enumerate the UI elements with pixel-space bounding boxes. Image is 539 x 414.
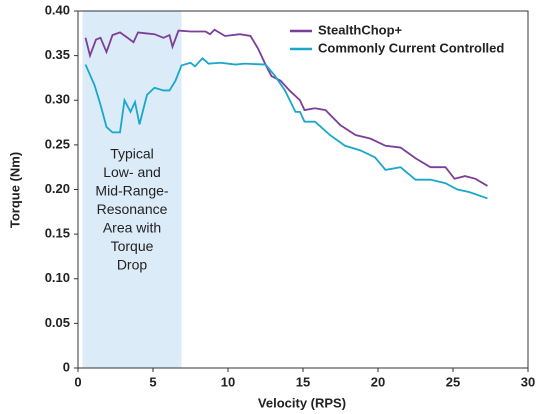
x-tick-label: 20 [371,374,385,389]
annotation-line: Mid-Range- [95,183,168,199]
y-tick-label: 0.30 [45,92,70,107]
resonance-band [82,11,182,368]
series-line [84,28,488,187]
x-tick-label: 25 [446,374,460,389]
x-tick-label: 15 [296,374,310,389]
y-tick-label: 0.25 [45,136,70,151]
legend-label: StealthChop+ [318,22,403,37]
x-tick-label: 5 [149,374,156,389]
y-tick-label: 0.35 [45,47,70,62]
annotation-line: Area with [103,220,161,236]
annotation-line: Typical [110,146,154,162]
x-axis-label: Velocity (RPS) [258,395,346,410]
x-tick-label: 0 [74,374,81,389]
y-tick-label: 0.40 [45,2,70,17]
y-axis-label: Torque (Nm) [7,152,22,228]
y-tick-label: 0.10 [45,270,70,285]
series-line [84,57,488,200]
annotation-line: Torque [111,238,154,254]
annotation-line: Drop [117,257,148,273]
x-tick-label: 10 [221,374,235,389]
y-tick-label: 0.15 [45,226,70,241]
annotation-line: Resonance [97,201,168,217]
y-tick-label: 0.20 [45,181,70,196]
y-tick-label: 0.05 [45,315,70,330]
y-tick-label: 0 [63,359,70,374]
x-tick-label: 30 [521,374,535,389]
legend-label: Commonly Current Controlled [318,40,504,55]
annotation-line: Low- and [103,164,161,180]
